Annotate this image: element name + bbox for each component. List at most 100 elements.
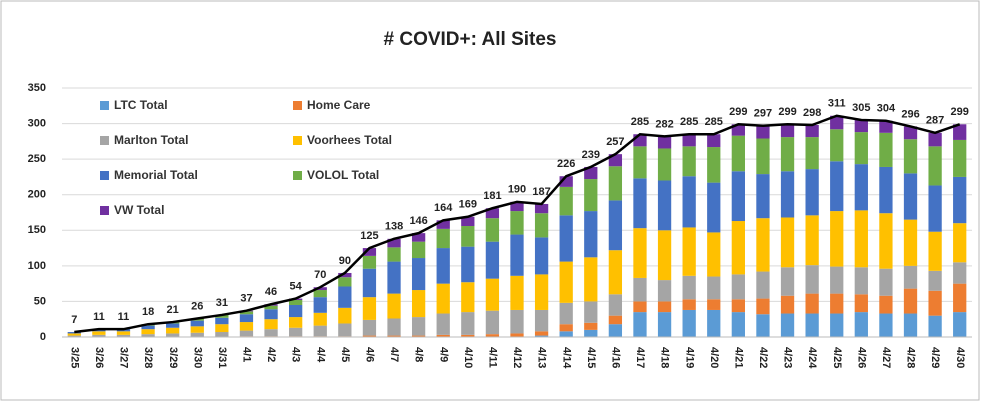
- bar-segment: [953, 139, 967, 177]
- bar-segment: [953, 283, 967, 313]
- bar-segment: [633, 301, 647, 313]
- bar-segment: [411, 317, 426, 336]
- x-tick-label: 4/30: [954, 347, 966, 368]
- bar-segment: [657, 312, 672, 337]
- bar-segment: [289, 304, 303, 318]
- data-label: 299: [778, 106, 796, 118]
- bar-segment: [780, 124, 795, 138]
- data-label: 90: [339, 255, 351, 267]
- bar-segment: [92, 334, 106, 337]
- legend-swatch: [293, 136, 302, 145]
- bar-segment: [633, 134, 647, 147]
- data-label: 46: [265, 286, 277, 298]
- data-label: 305: [852, 102, 870, 114]
- x-tick-label: 4/12: [511, 347, 523, 368]
- bar-segment: [116, 334, 131, 337]
- bar-segment: [756, 138, 770, 175]
- bar-segment: [879, 132, 893, 167]
- x-tick-label: 4/23: [782, 347, 794, 368]
- bar-segment: [903, 313, 918, 337]
- legend-swatch: [100, 136, 109, 145]
- bar-segment: [657, 136, 672, 149]
- bar-segment: [633, 312, 647, 337]
- total-line: [74, 114, 961, 334]
- data-label: 299: [729, 106, 747, 118]
- bar-segment: [485, 241, 500, 279]
- bar-segment: [928, 146, 942, 186]
- x-tick-label: 4/10: [462, 347, 474, 368]
- bar-segment: [387, 261, 401, 294]
- x-tick-label: 3/26: [93, 347, 105, 368]
- bar-segment: [953, 223, 967, 263]
- bar-segment: [510, 211, 524, 235]
- data-label: 299: [951, 106, 969, 118]
- bar-segment: [805, 293, 819, 314]
- x-tick-label: 4/22: [757, 347, 769, 368]
- bar-segment: [559, 324, 573, 332]
- bar-segment: [510, 234, 524, 276]
- x-tick-label: 4/5: [339, 347, 351, 362]
- x-tick-label: 4/25: [831, 347, 843, 368]
- bar-segment: [584, 257, 598, 302]
- data-label: 282: [655, 118, 673, 130]
- y-tick-label: 200: [28, 189, 46, 201]
- data-label: 37: [240, 293, 252, 305]
- bar-segment: [436, 334, 450, 337]
- bar-segment: [879, 213, 893, 269]
- bar-segment: [731, 135, 745, 172]
- bar-segment: [67, 332, 81, 334]
- bar-segment: [313, 312, 327, 326]
- bar-segment: [362, 319, 377, 336]
- y-tick-label: 150: [28, 224, 46, 236]
- bar-segment: [264, 329, 278, 337]
- bar-segment: [411, 241, 426, 259]
- legend-label: Home Care: [307, 98, 371, 112]
- bar-segment: [854, 132, 868, 165]
- bar-segment: [559, 331, 573, 337]
- bar-segment: [780, 171, 795, 218]
- bar-segment: [289, 300, 303, 305]
- bar-segment: [707, 232, 721, 277]
- bar-segment: [928, 315, 942, 337]
- bar-segment: [411, 290, 426, 318]
- bar-segment: [756, 314, 770, 337]
- legend-label: Memorial Total: [114, 168, 198, 182]
- bar-segment: [608, 294, 623, 316]
- bar-segment: [559, 215, 573, 262]
- data-label: 287: [926, 115, 944, 127]
- bar-segment: [780, 295, 795, 314]
- bar-segment: [682, 299, 696, 310]
- bar-segment: [657, 148, 672, 181]
- bar-segment: [928, 231, 942, 271]
- data-label: 11: [93, 311, 105, 323]
- bar-segment: [141, 329, 155, 335]
- bar-segment: [657, 280, 672, 302]
- bar-segment: [707, 147, 721, 183]
- x-tick-label: 4/28: [905, 347, 917, 368]
- bar-segment: [289, 327, 303, 337]
- bar-segment: [756, 125, 770, 139]
- bar-segment: [805, 215, 819, 266]
- bar-segment: [534, 274, 549, 310]
- legend-swatch: [100, 171, 109, 180]
- bar-segment: [510, 309, 524, 334]
- bar-segment: [584, 322, 598, 330]
- bar-segment: [731, 124, 745, 136]
- bar-segment: [166, 323, 180, 328]
- bar-segment: [362, 255, 377, 269]
- bar-segment: [215, 314, 229, 318]
- bar-segment: [854, 164, 868, 211]
- bar-segment: [903, 288, 918, 314]
- bar-segment: [805, 124, 819, 138]
- bar-segment: [682, 275, 696, 300]
- y-tick-label: 0: [40, 331, 46, 343]
- bar-segment: [584, 301, 598, 323]
- bar-segment: [657, 230, 672, 281]
- x-tick-label: 4/1: [241, 347, 253, 362]
- bar-segment: [780, 313, 795, 337]
- x-tick-label: 4/13: [536, 347, 548, 368]
- bar-segment: [854, 312, 868, 337]
- y-tick-label: 300: [28, 117, 46, 129]
- bar-segment: [707, 299, 721, 310]
